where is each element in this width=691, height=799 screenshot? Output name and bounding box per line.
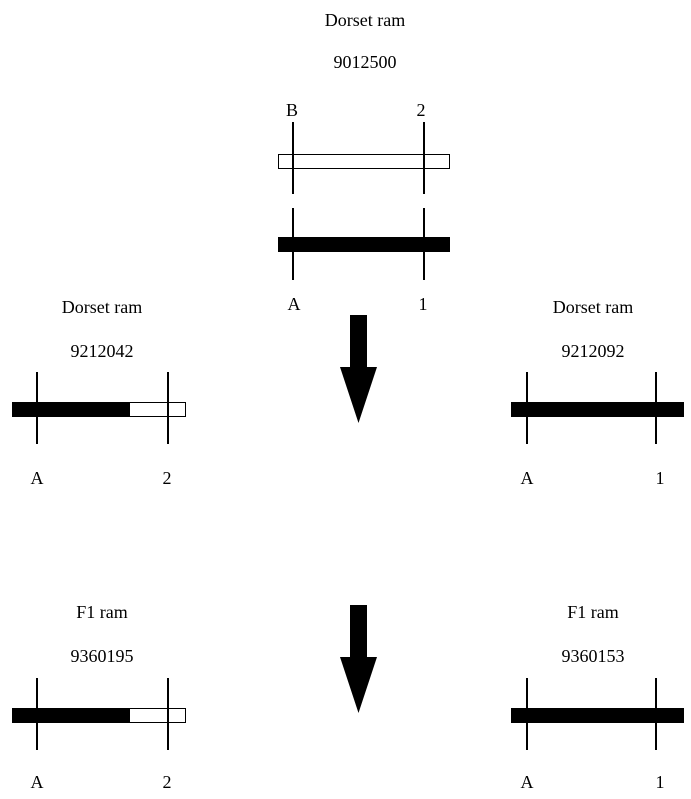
bot-left-chromosome-black-segment (12, 708, 130, 723)
bot-right-id-label: 9360153 (561, 646, 625, 666)
top-lower-left-marker-line (292, 208, 294, 280)
bot-right-left-locus-label: A (520, 772, 534, 792)
bot-left-breed-label: F1 ram (76, 602, 128, 622)
mid-left-right-marker-line (167, 372, 169, 444)
bot-left-left-locus-label: A (30, 772, 44, 792)
top-lower-right-marker-line (423, 208, 425, 280)
mid-right-right-locus-label: 1 (655, 468, 665, 488)
mid-right-id-label: 9212092 (561, 341, 625, 361)
top-breed-label: Dorset ram (324, 10, 406, 30)
bot-left-right-marker-line (167, 678, 169, 750)
mid-left-chromosome-black-segment (12, 402, 130, 417)
mid-left-left-locus-label: A (30, 468, 44, 488)
bot-left-right-locus-label: 2 (162, 772, 172, 792)
top-upper-left-marker-line (292, 122, 294, 194)
mid-right-left-marker-line (526, 372, 528, 444)
down-arrow-icon (340, 605, 377, 713)
top-id-label: 9012500 (333, 52, 397, 72)
mid-right-right-marker-line (655, 372, 657, 444)
top-lower-left-locus-label: A (287, 294, 301, 314)
mid-left-id-label: 9212042 (70, 341, 134, 361)
bot-left-left-marker-line (36, 678, 38, 750)
mid-left-right-locus-label: 2 (162, 468, 172, 488)
top-lower-right-locus-label: 1 (418, 294, 428, 314)
bot-right-right-locus-label: 1 (655, 772, 665, 792)
mid-left-chromosome-white-segment (129, 402, 186, 417)
bot-right-left-marker-line (526, 678, 528, 750)
top-upper-right-marker-line (423, 122, 425, 194)
bot-right-right-marker-line (655, 678, 657, 750)
mid-right-chromosome-black (511, 402, 684, 417)
mid-right-breed-label: Dorset ram (552, 297, 634, 317)
mid-left-breed-label: Dorset ram (61, 297, 143, 317)
top-upper-right-locus-label: 2 (416, 100, 426, 120)
bot-left-chromosome-white-segment (129, 708, 186, 723)
bot-right-breed-label: F1 ram (567, 602, 619, 622)
bot-left-id-label: 9360195 (70, 646, 134, 666)
down-arrow-icon (340, 315, 377, 423)
mid-left-left-marker-line (36, 372, 38, 444)
top-chromosome-black (278, 237, 450, 252)
top-upper-left-locus-label: B (285, 100, 299, 120)
bot-right-chromosome-black (511, 708, 684, 723)
mid-right-left-locus-label: A (520, 468, 534, 488)
top-chromosome-white (278, 154, 450, 169)
